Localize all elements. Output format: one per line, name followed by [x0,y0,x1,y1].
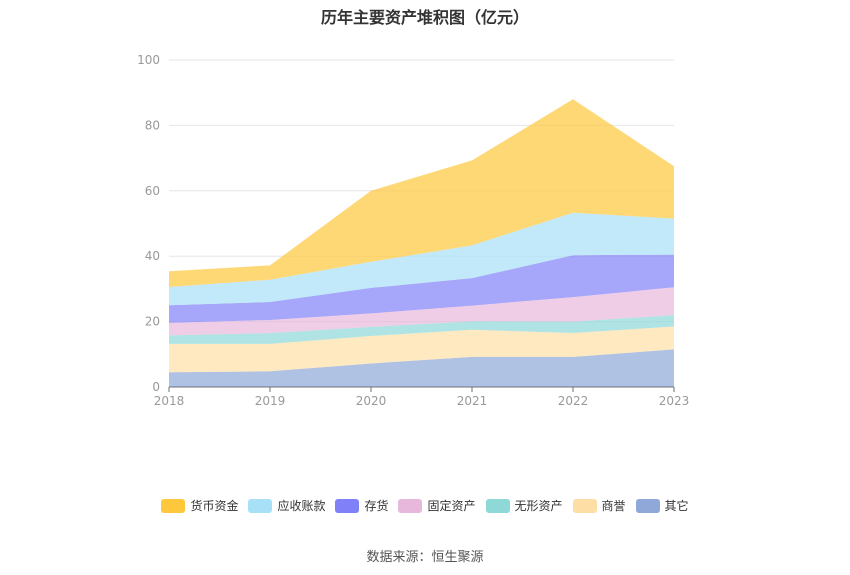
axes: 0 20 40 60 80 100 2018 2019 2020 2021 2022 2023 [137,53,689,408]
legend-label: 其它 [664,499,689,513]
legend-label: 商誉 [601,499,626,513]
y-tick-label: 20 [145,315,160,329]
legend-item[interactable]: 货币资金 [161,497,238,514]
legend-label: 应收账款 [277,499,326,513]
legend-label: 固定资产 [427,499,476,513]
y-tick-label: 100 [137,53,160,67]
area-固定资产[interactable] [169,287,674,336]
area-应收账款[interactable] [169,212,674,306]
data-source: 数据来源：恒生聚源 [366,550,484,565]
legend-item[interactable]: 其它 [635,497,689,514]
legend-swatch [335,498,360,513]
y-tick-label: 60 [145,184,160,198]
y-tick-label: 0 [152,380,160,394]
y-tick-label: 80 [145,118,160,132]
legend-label: 货币资金 [190,499,239,513]
legend: 货币资金 应收账款 存货 固定资产 无形资产 商誉 其它 [0,497,850,514]
x-tick-label: 2019 [255,394,286,408]
area-其它[interactable] [169,349,674,387]
legend-item[interactable]: 无形资产 [485,497,563,514]
y-tick-label: 40 [145,249,160,263]
legend-swatch [248,498,273,513]
legend-label: 存货 [364,499,389,513]
legend-swatch [572,498,597,513]
x-tick-label: 2021 [457,394,488,408]
x-tick-label: 2020 [356,394,387,408]
legend-item[interactable]: 存货 [335,497,388,514]
area-series [169,99,674,387]
legend-item[interactable]: 固定资产 [398,497,476,514]
legend-swatch [485,498,510,513]
legend-label: 无形资产 [514,499,563,513]
legend-item[interactable]: 应收账款 [248,497,325,514]
legend-swatch [398,498,423,513]
legend-item[interactable]: 商誉 [572,497,626,514]
x-tick-label: 2023 [659,394,690,408]
area-货币资金[interactable] [169,99,674,287]
stacked-area-chart: 0 20 40 60 80 100 2018 2019 2020 2021 2022 2023 [137,53,689,408]
legend-swatch [635,498,660,513]
chart-title: 历年主要资产堆积图（亿元） [320,8,529,27]
legend-swatch [161,498,186,513]
x-tick-label: 2018 [154,394,185,408]
area-商誉[interactable] [169,326,674,373]
area-存货[interactable] [169,254,674,323]
area-无形资产[interactable] [169,315,674,344]
x-tick-label: 2022 [558,394,589,408]
